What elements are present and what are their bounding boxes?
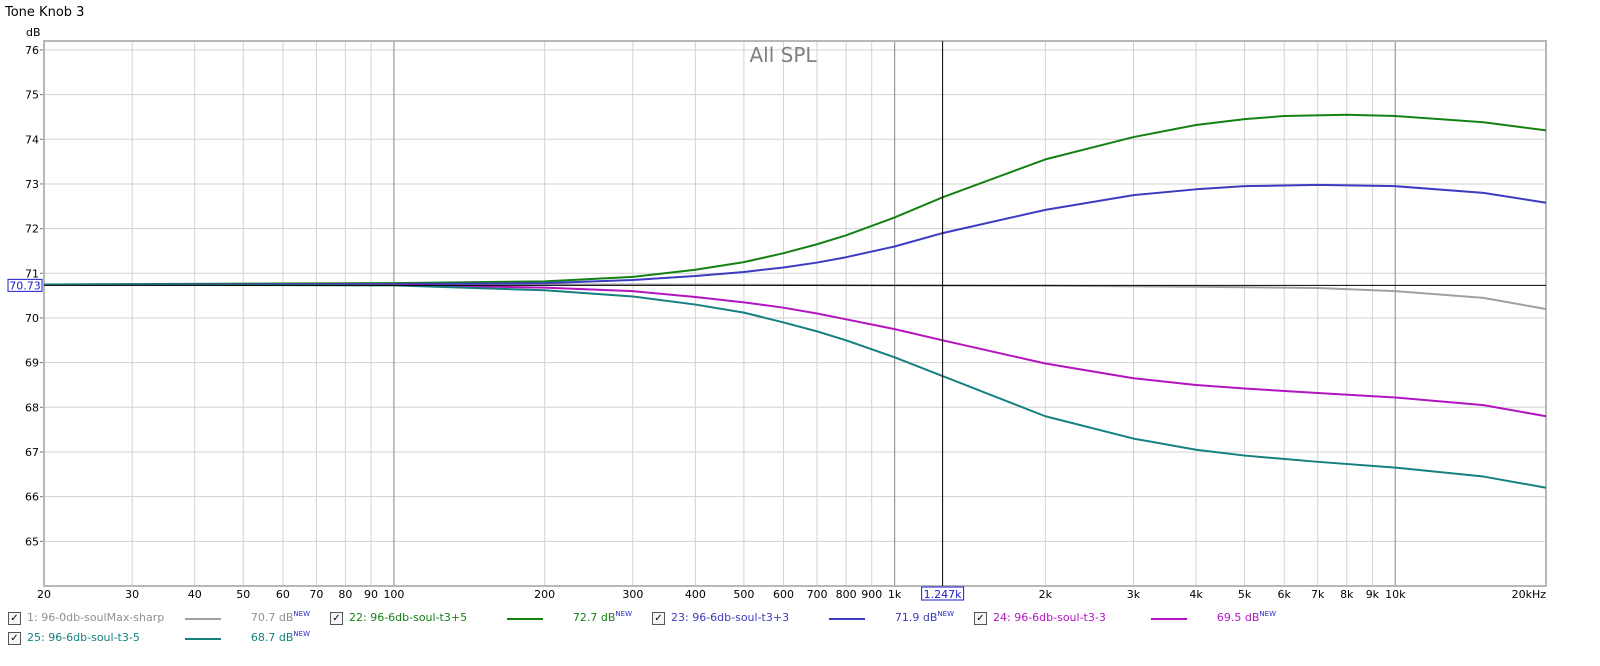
x-tick-label: 20kHz bbox=[1512, 588, 1547, 601]
y-tick-label: 70 bbox=[25, 312, 39, 325]
legend-line-swatch bbox=[185, 638, 221, 640]
x-tick-label: 6k bbox=[1278, 588, 1292, 601]
legend-new-badge: NEW bbox=[615, 610, 632, 618]
legend-value: 70.7 dBNEW bbox=[250, 610, 310, 624]
curves bbox=[43, 113, 1547, 489]
y-tick-label: 75 bbox=[25, 89, 39, 102]
x-tick-label: 700 bbox=[807, 588, 828, 601]
x-tick-label: 70 bbox=[309, 588, 323, 601]
y-tick-label: 71 bbox=[25, 267, 39, 280]
legend-line-swatch bbox=[829, 618, 865, 620]
x-tick-label: 30 bbox=[125, 588, 139, 601]
x-tick-label: 5k bbox=[1238, 588, 1252, 601]
x-tick-label: 2k bbox=[1039, 588, 1053, 601]
legend-new-badge: NEW bbox=[293, 630, 310, 638]
legend-checkbox[interactable]: ✓ bbox=[652, 612, 665, 625]
series-line-25 bbox=[43, 283, 1547, 489]
x-tick-label: 300 bbox=[622, 588, 643, 601]
series-line-22 bbox=[43, 113, 1547, 286]
window-title: Tone Knob 3 bbox=[5, 5, 85, 20]
legend-checkbox[interactable]: ✓ bbox=[330, 612, 343, 625]
legend-checkbox[interactable]: ✓ bbox=[8, 612, 21, 625]
x-tick-label: 3k bbox=[1127, 588, 1141, 601]
y-tick-label: 68 bbox=[25, 401, 39, 414]
y-tick-label: 65 bbox=[25, 535, 39, 548]
x-tick-label: 900 bbox=[861, 588, 882, 601]
legend-new-badge: NEW bbox=[293, 610, 310, 618]
cursor-y-readout: 70.73 bbox=[9, 279, 41, 292]
legend-item-25[interactable]: ✓ 25: 96-6db-soul-t3-5 68.7 dBNEW bbox=[8, 629, 322, 649]
legend-series-name: 23: 96-6db-soul-t3+3 bbox=[671, 611, 790, 624]
legend-value: 69.5 dBNEW bbox=[1216, 610, 1276, 624]
legend-new-badge: NEW bbox=[1259, 610, 1276, 618]
y-tick-label: 67 bbox=[25, 446, 39, 459]
legend-row: ✓ 25: 96-6db-soul-t3-5 68.7 dBNEW bbox=[0, 629, 1600, 649]
plot-frame bbox=[43, 40, 1547, 587]
legend-value: 72.7 dBNEW bbox=[572, 610, 632, 624]
cursor-y-readout-box bbox=[7, 278, 43, 292]
axis-labels: 65 66 67 68 69 70 71 72 73 74 75 76 20 30 40 50 60 70 80 90… bbox=[25, 44, 1546, 601]
x-tick-label: 20 bbox=[37, 588, 51, 601]
x-tick-label: 500 bbox=[733, 588, 754, 601]
y-tick-label: 74 bbox=[25, 133, 39, 146]
x-tick-label: 100 bbox=[383, 588, 404, 601]
legend-item-1[interactable]: ✓ 1: 96-0db-soulMax-sharp 70.7 dBNEW bbox=[8, 609, 322, 629]
cursor-x-readout-box bbox=[921, 586, 965, 601]
legend-series-name: 24: 96-6db-soul-t3-3 bbox=[993, 611, 1106, 624]
x-tick-label: 40 bbox=[188, 588, 202, 601]
x-tick-label: 80 bbox=[338, 588, 352, 601]
cursor[interactable]: 70.73 1.247k bbox=[7, 41, 1546, 601]
legend-item-23[interactable]: ✓ 23: 96-6db-soul-t3+3 71.9 dBNEW bbox=[652, 609, 966, 629]
y-tick-label: 72 bbox=[25, 223, 39, 236]
series-line-23 bbox=[43, 183, 1547, 286]
x-tick-label: 800 bbox=[836, 588, 857, 601]
legend-line-swatch bbox=[507, 618, 543, 620]
series-line-24 bbox=[43, 283, 1547, 418]
x-tick-label: 50 bbox=[236, 588, 250, 601]
legend-new-badge: NEW bbox=[937, 610, 954, 618]
x-tick-label: 9k bbox=[1366, 588, 1380, 601]
y-tick-label: 73 bbox=[25, 178, 39, 191]
x-tick-label: 4k bbox=[1189, 588, 1203, 601]
x-tick-label: 8k bbox=[1340, 588, 1354, 601]
legend-series-name: 1: 96-0db-soulMax-sharp bbox=[27, 611, 165, 624]
legend-value: 71.9 dBNEW bbox=[894, 610, 954, 624]
cursor-x-readout: 1.247k bbox=[924, 588, 962, 601]
legend-item-22[interactable]: ✓ 22: 96-6db-soul-t3+5 72.7 dBNEW bbox=[330, 609, 644, 629]
legend-item-24[interactable]: ✓ 24: 96-6db-soul-t3-3 69.5 dBNEW bbox=[974, 609, 1288, 629]
x-tick-label: 600 bbox=[773, 588, 794, 601]
x-tick-label: 10k bbox=[1385, 588, 1406, 601]
y-axis-unit: dB bbox=[26, 26, 41, 39]
x-tick-label: 90 bbox=[364, 588, 378, 601]
legend-line-swatch bbox=[185, 618, 221, 620]
y-tick-label: 69 bbox=[25, 357, 39, 370]
y-tick-label: 66 bbox=[25, 491, 39, 504]
x-tick-label: 1k bbox=[888, 588, 902, 601]
legend-row: ✓ 1: 96-0db-soulMax-sharp 70.7 dBNEW ✓ 22: 9… bbox=[0, 609, 1600, 629]
legend-line-swatch bbox=[1151, 618, 1187, 620]
x-tick-label: 400 bbox=[685, 588, 706, 601]
legend-series-name: 25: 96-6db-soul-t3-5 bbox=[27, 631, 140, 644]
grid bbox=[40, 41, 1547, 586]
legend-series-name: 22: 96-6db-soul-t3+5 bbox=[349, 611, 468, 624]
x-tick-label: 60 bbox=[276, 588, 290, 601]
y-tick-label: 76 bbox=[25, 44, 39, 57]
series-line-1 bbox=[44, 283, 1547, 311]
x-tick-label: 7k bbox=[1311, 588, 1325, 601]
legend-checkbox[interactable]: ✓ bbox=[8, 632, 21, 645]
legend-checkbox[interactable]: ✓ bbox=[974, 612, 987, 625]
legend-value: 68.7 dBNEW bbox=[250, 630, 310, 644]
x-tick-label: 200 bbox=[534, 588, 555, 601]
chart-title: All SPL bbox=[749, 43, 817, 67]
